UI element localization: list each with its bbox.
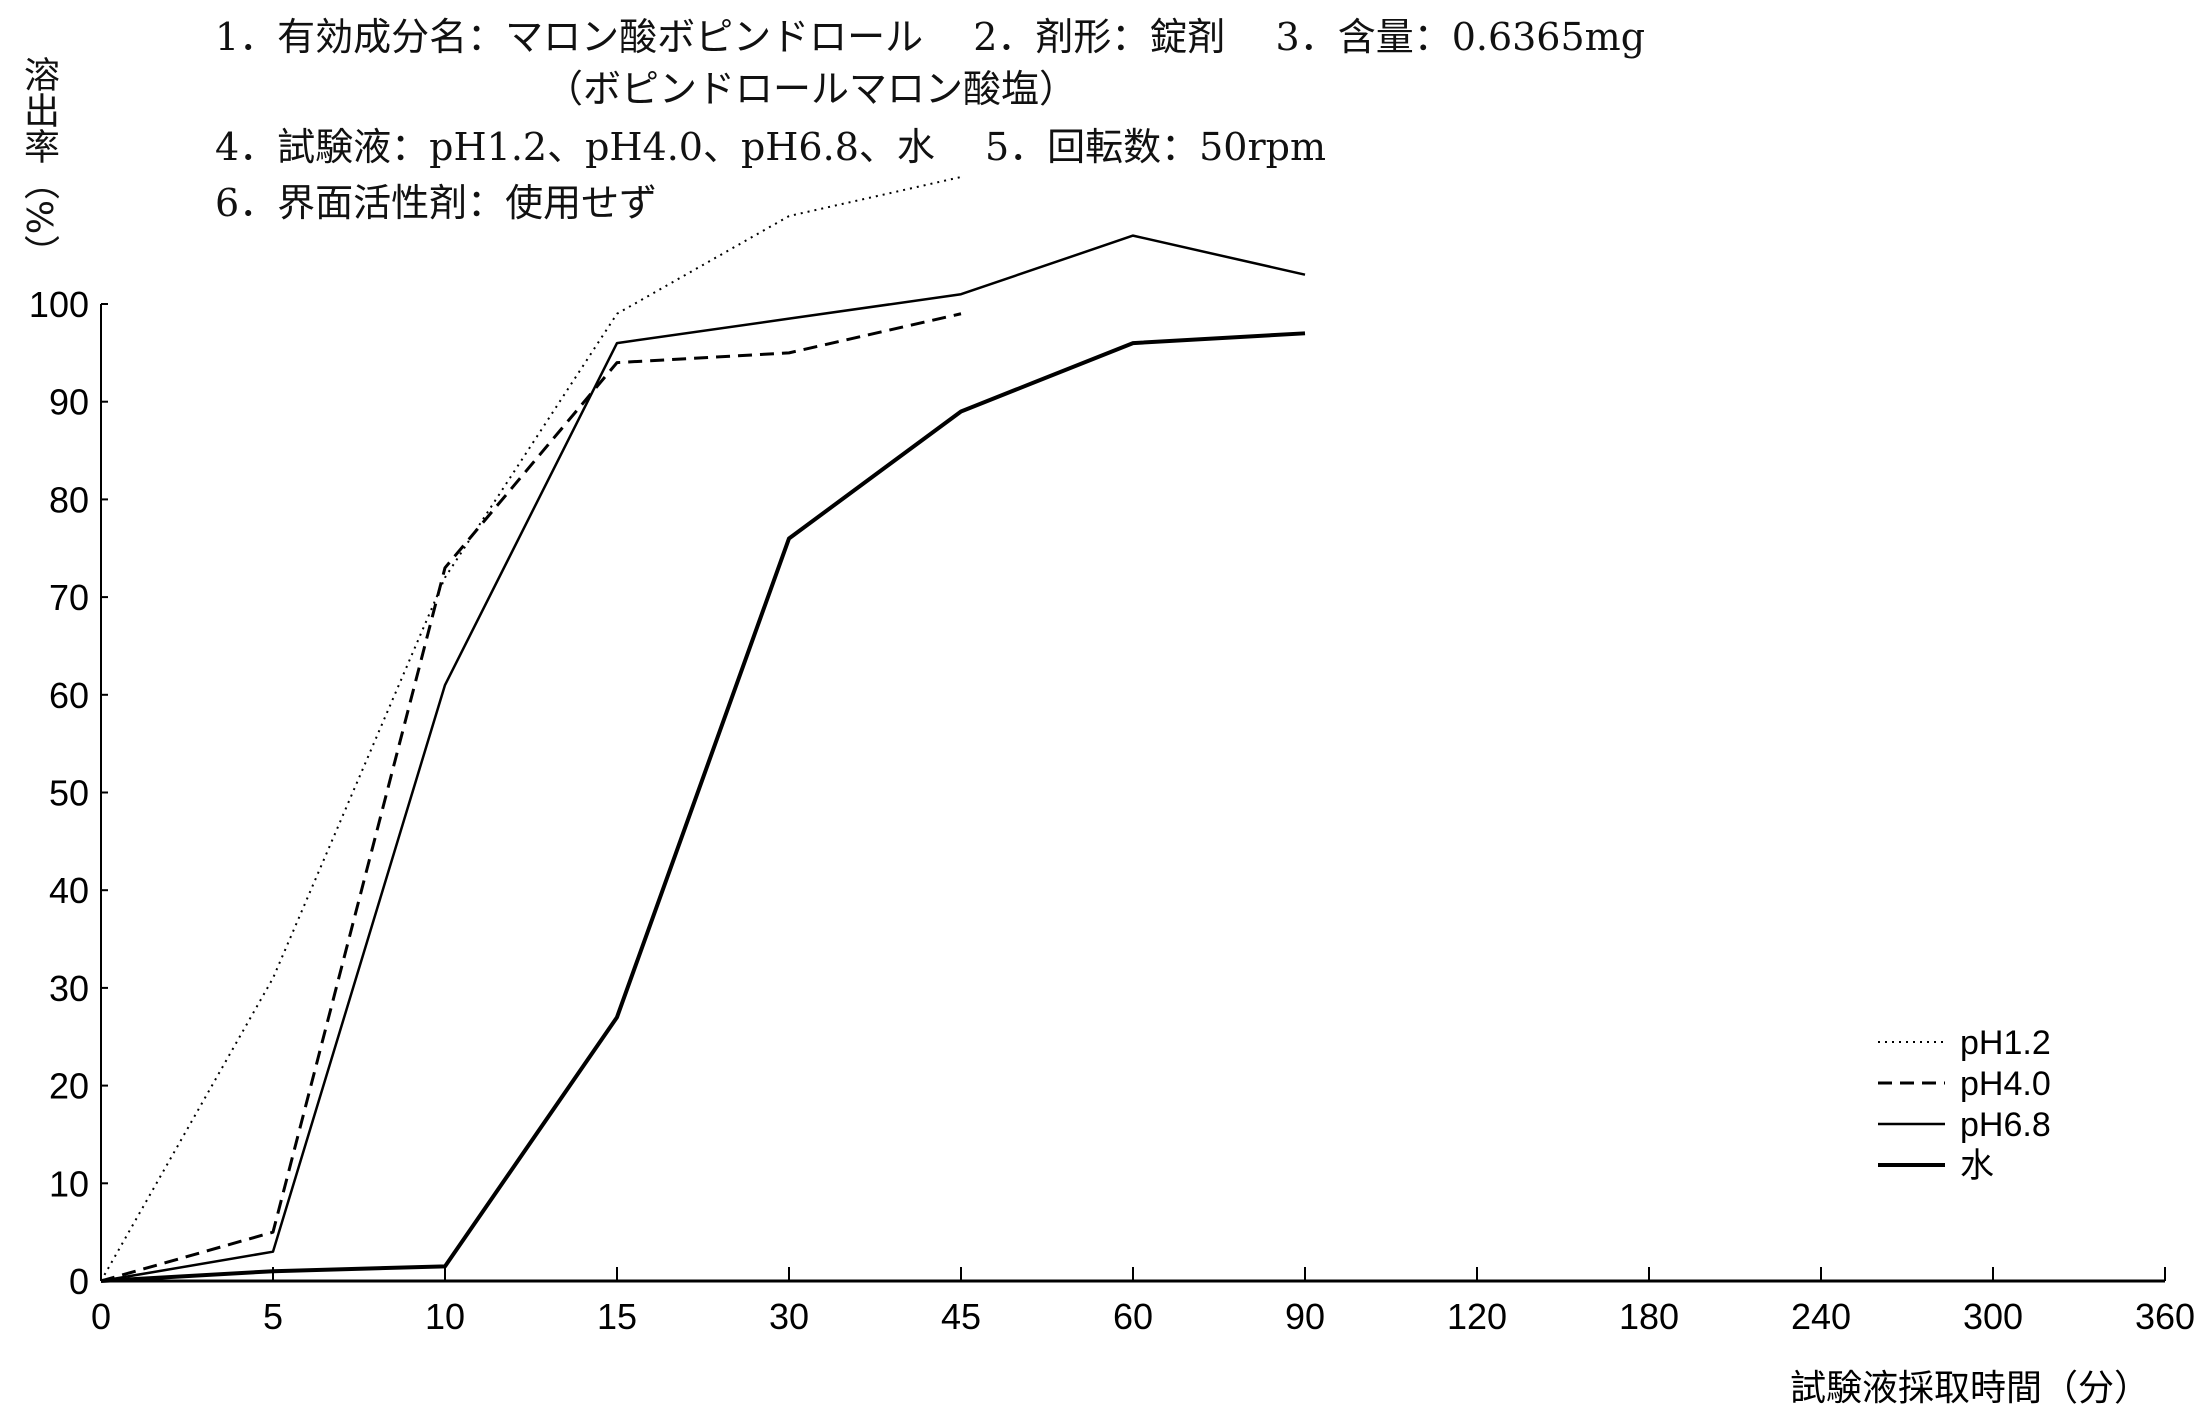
x-tick-label: 10 — [425, 1296, 465, 1337]
x-tick-label: 45 — [941, 1296, 981, 1337]
x-tick-label: 5 — [263, 1296, 283, 1337]
y-tick-label: 80 — [49, 479, 89, 520]
y-tick-label: 60 — [49, 675, 89, 716]
y-tick-label: 100 — [29, 284, 89, 325]
x-axis-label: 試験液採取時間（分） — [1790, 1368, 2150, 1409]
x-tick-label: 120 — [1447, 1296, 1507, 1337]
y-tick-label: 50 — [49, 773, 89, 814]
x-tick-label: 60 — [1113, 1296, 1153, 1337]
x-tick-label: 15 — [597, 1296, 637, 1337]
y-tick-label: 30 — [49, 968, 89, 1009]
header-line-4: 6．界面活性剤：使用せず — [215, 181, 658, 225]
series-line-pH4.0 — [100, 312, 962, 1283]
x-tick-label: 240 — [1791, 1296, 1851, 1337]
y-tick-label: 40 — [49, 870, 89, 911]
series-line-pH6.8 — [100, 234, 1306, 1283]
x-tick-label: 90 — [1285, 1296, 1325, 1337]
x-tick-label: 360 — [2135, 1296, 2195, 1337]
legend-label: 水 — [1960, 1147, 1994, 1185]
y-tick-label: 0 — [69, 1261, 89, 1302]
header-line-1: 1．有効成分名：マロン酸ボピンドロール 2．剤形：錠剤 3．含量：0.6365m… — [215, 15, 1646, 59]
x-tick-label: 30 — [769, 1296, 809, 1337]
header-line-3: 4．試験液：pH1.2、pH4.0、pH6.8、水 5．回転数：50rpm — [215, 125, 1327, 169]
legend-label: pH1.2 — [1960, 1024, 2051, 1062]
legend-label: pH4.0 — [1960, 1065, 2051, 1103]
y-tick-label: 90 — [49, 382, 89, 423]
y-tick-label: 70 — [49, 577, 89, 618]
x-tick-label: 300 — [1963, 1296, 2023, 1337]
x-tick-label: 180 — [1619, 1296, 1679, 1337]
y-tick-label: 20 — [49, 1066, 89, 1107]
header-line-2: （ボピンドロールマロン酸塩） — [545, 67, 1078, 111]
y-axis-label: 溶出率（%） — [18, 56, 59, 271]
legend-label: pH6.8 — [1960, 1106, 2051, 1144]
series-line-水 — [100, 331, 1306, 1283]
y-tick-label: 10 — [49, 1163, 89, 1204]
x-tick-label: 0 — [91, 1296, 111, 1337]
